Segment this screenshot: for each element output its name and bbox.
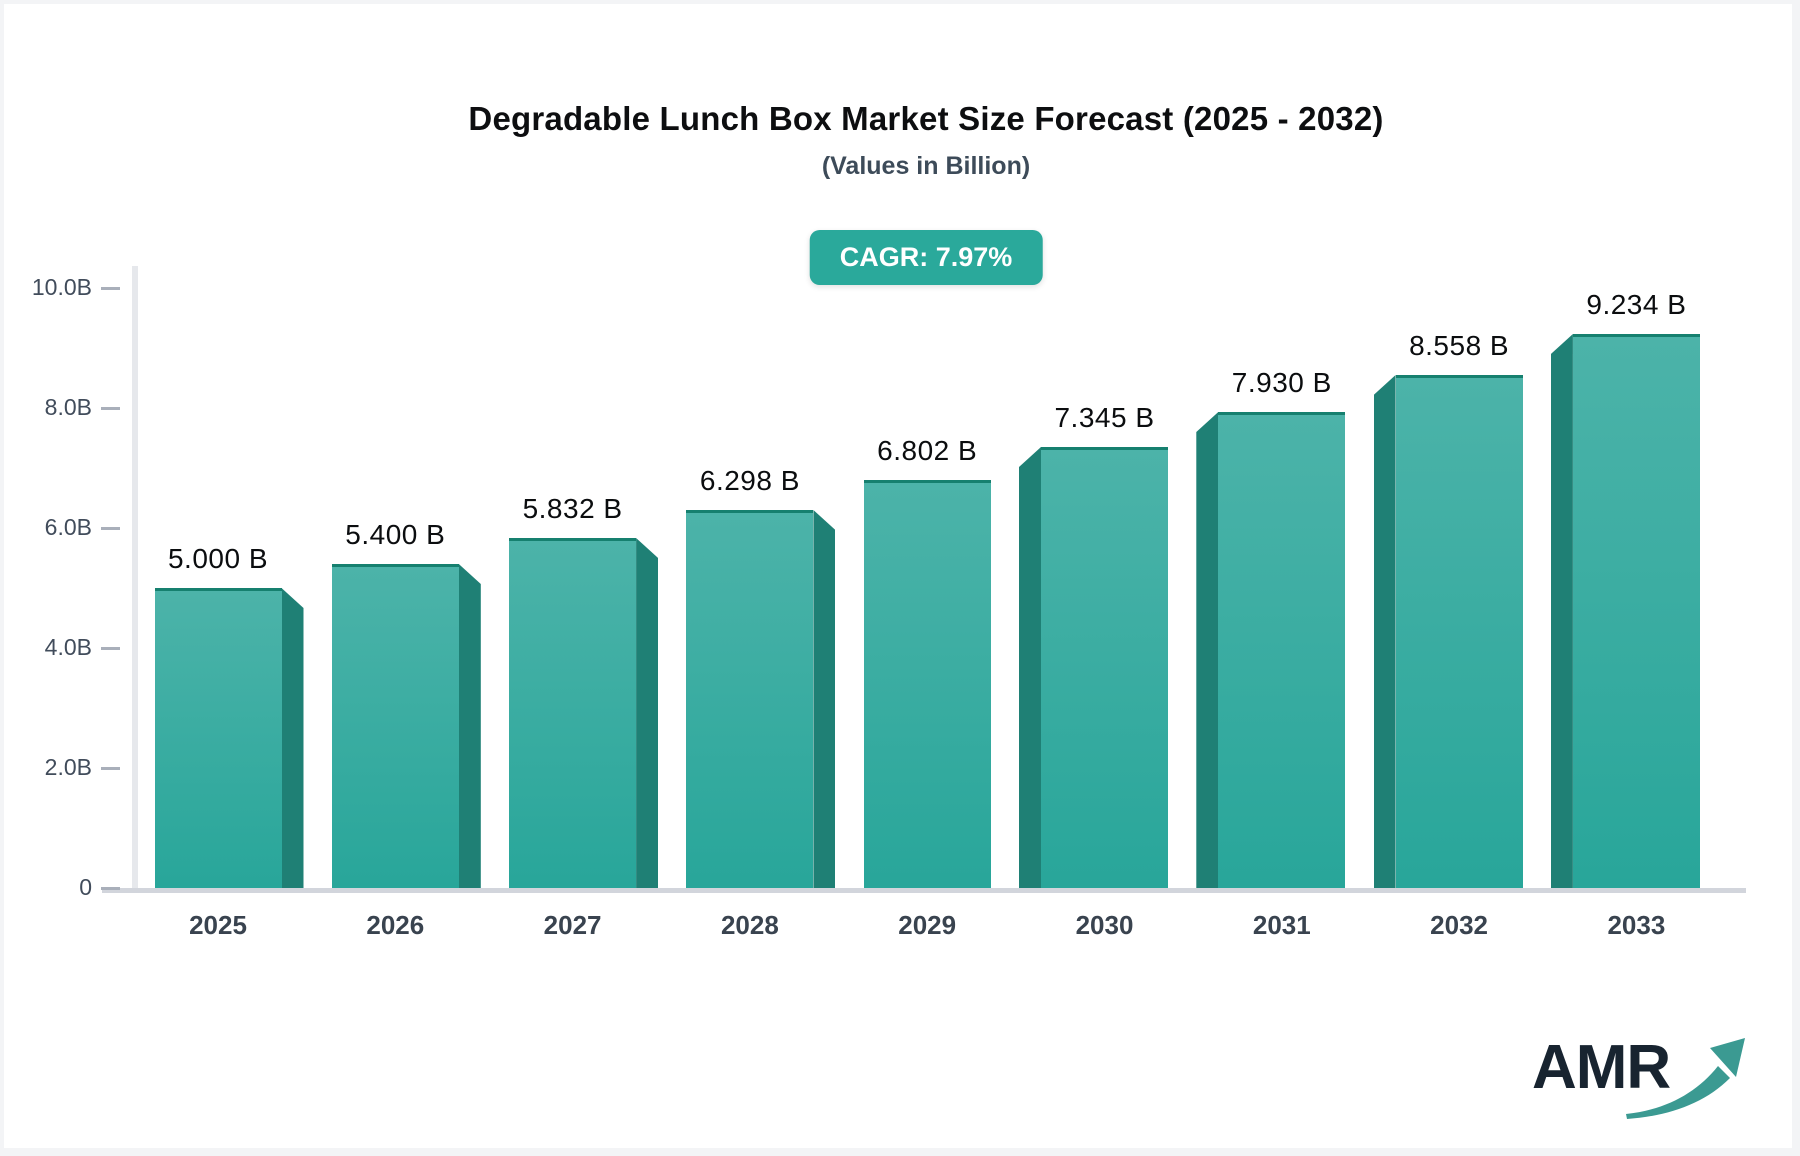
y-tick-label-0: 0 [79,874,92,900]
x-axis-label-2026: 2026 [366,910,425,940]
y-tick-mark-4.0B [101,647,120,650]
bar-value-label-2031: 7.930 B [1231,367,1332,398]
bar-2028 [686,510,814,888]
bar-side-panel-2025 [281,588,304,888]
bar-value-label-2028: 6.298 B [699,465,800,496]
x-axis-label-2027: 2027 [543,910,602,940]
chart-subtitle: (Values in Billion) [821,152,1031,180]
amr-logo-text: AMR [1532,1033,1671,1102]
y-tick-mark-0 [101,887,120,890]
y-tick-label-10.0B: 10.0B [31,274,92,300]
x-axis-label-2033: 2033 [1607,910,1666,940]
bar-2032 [1395,375,1523,888]
x-axis-label-2029: 2029 [898,910,957,940]
bar-value-label-2032: 8.558 B [1409,330,1510,361]
bar-2029 [863,480,991,888]
growth-arrow-icon [1626,1038,1745,1119]
chart-title: Degradable Lunch Box Market Size Forecas… [468,100,1384,137]
cagr-badge: CAGR: 7.97% [809,230,1043,285]
bar-side-panel-2028 [813,510,836,888]
bar-side-panel-2033 [1550,334,1573,888]
y-tick-label-8.0B: 8.0B [44,394,92,420]
bar-2025 [154,588,282,888]
bar-chart-plot-area: 10.0B 8.0B 6.0B 4.0B 2.0B 0 5.000 B 2025 5.400 B… [4,4,1792,1148]
bar-2033 [1572,334,1700,888]
y-tick-mark-2.0B [101,767,120,770]
bar-value-label-2027: 5.832 B [522,493,623,524]
bar-2030 [1041,447,1168,888]
bar-value-label-2026: 5.400 B [345,519,446,550]
chart-card: Degradable Lunch Box Market Size Forecas… [4,4,1792,1148]
x-axis-label-2025: 2025 [189,910,247,940]
y-tick-label-4.0B: 4.0B [44,634,92,660]
bar-2031 [1218,412,1346,888]
y-tick-mark-8.0B [101,407,120,410]
bar-value-label-2030: 7.345 B [1054,402,1155,433]
bar-2026 [331,564,459,888]
bar-side-panel-2027 [636,538,659,888]
y-tick-mark-10.0B [101,287,120,290]
bar-value-label-2029: 6.802 B [877,435,978,466]
x-axis-label-2032: 2032 [1430,910,1489,940]
x-axis-label-2031: 2031 [1252,910,1311,940]
y-axis-line [132,266,138,888]
bar-side-panel-2026 [458,564,481,888]
bar-side-panel-2030 [1019,447,1041,888]
y-tick-label-6.0B: 6.0B [44,514,92,540]
bar-value-label-2025: 5.000 B [167,543,269,574]
x-axis-baseline [102,888,1746,893]
bar-2027 [509,538,637,888]
x-axis-label-2028: 2028 [720,910,779,940]
amr-logo: AMR [1532,1032,1745,1122]
bar-value-label-2033: 9.234 B [1586,289,1687,320]
bar-side-panel-2031 [1196,412,1219,888]
x-axis-label-2030: 2030 [1075,910,1134,940]
y-tick-mark-6.0B [101,527,120,530]
bar-side-panel-2032 [1373,375,1396,888]
y-tick-label-2.0B: 2.0B [44,754,92,780]
